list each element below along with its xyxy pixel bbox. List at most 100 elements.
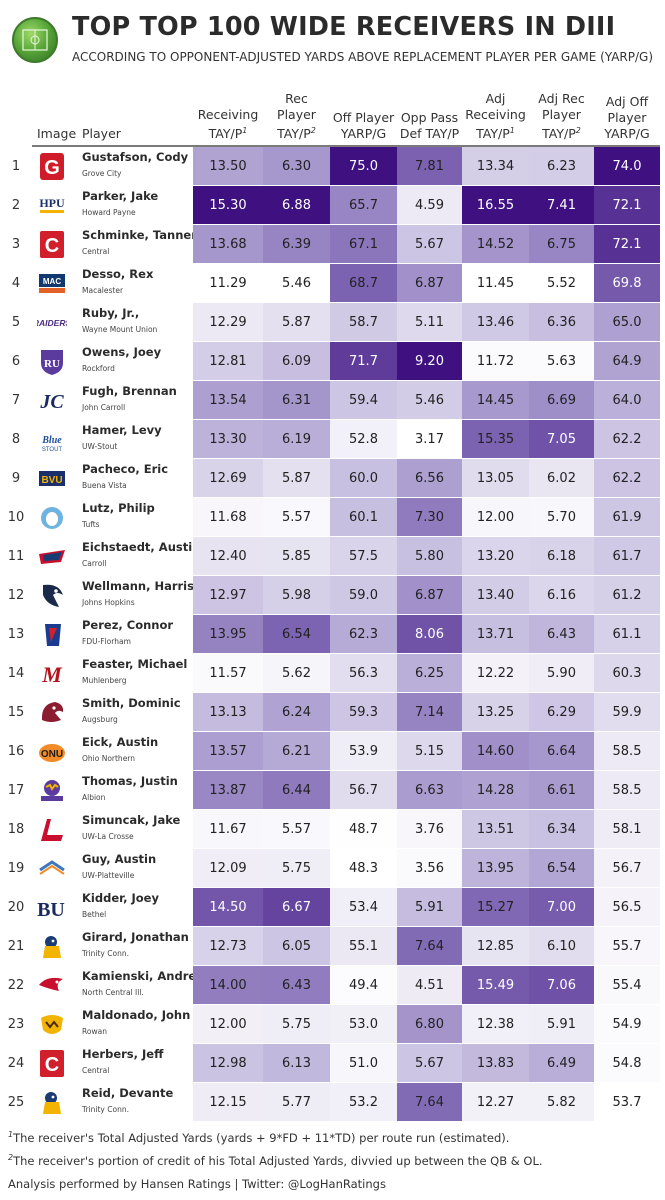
svg-text:RU: RU xyxy=(44,358,60,370)
stat-cell: 49.4 xyxy=(330,966,397,1005)
stat-cell: 53.7 xyxy=(594,1083,660,1122)
stat-cell: 58.5 xyxy=(594,771,660,810)
stat-cell: 12.73 xyxy=(193,927,263,966)
stat-cell: 12.40 xyxy=(193,537,263,576)
stat-cell: 56.5 xyxy=(594,888,660,927)
rank-cell: 22 xyxy=(7,978,25,993)
svg-text:BVU: BVU xyxy=(41,475,62,486)
stat-cell: 6.24 xyxy=(263,693,330,732)
stat-cell: 12.81 xyxy=(193,342,263,381)
augsburg-logo xyxy=(37,698,67,727)
stat-cell: 56.7 xyxy=(330,771,397,810)
stat-cell: 13.68 xyxy=(193,225,263,264)
school-name: Grove City xyxy=(82,169,122,178)
table-row: 24 C Herbers, Jeff Central 12.98 6.13 51.0 5.67… xyxy=(0,1044,665,1083)
stat-cell: 57.5 xyxy=(330,537,397,576)
stat-cell: 6.25 xyxy=(397,654,462,693)
footnote-1-mark: 1 xyxy=(8,1130,14,1139)
school-name: Johns Hopkins xyxy=(82,598,135,607)
table-row: 22 Kamienski, Andrew North Central Ill. 14.… xyxy=(0,966,665,1005)
stat-cell: 52.8 xyxy=(330,420,397,459)
stat-cell: 13.46 xyxy=(462,303,529,342)
player-name: Kidder, Joey xyxy=(82,891,159,905)
stat-cell: 60.3 xyxy=(594,654,660,693)
stat-cell: 65.7 xyxy=(330,186,397,225)
stat-cell: 12.98 xyxy=(193,1044,263,1083)
stat-cell: 48.7 xyxy=(330,810,397,849)
stat-cell: 54.9 xyxy=(594,1005,660,1044)
stat-cell: 6.30 xyxy=(263,147,330,186)
muhlenberg-logo: M xyxy=(37,659,67,688)
stat-cell: 55.4 xyxy=(594,966,660,1005)
fdu-florham-logo xyxy=(37,620,67,649)
stat-cell: 4.51 xyxy=(397,966,462,1005)
player-name: Hamer, Levy xyxy=(82,423,162,437)
stat-cell: 6.87 xyxy=(397,576,462,615)
stat-cell: 5.46 xyxy=(263,264,330,303)
school-name: Trinity Conn. xyxy=(82,1105,129,1114)
stat-cell: 5.85 xyxy=(263,537,330,576)
stat-cell: 6.02 xyxy=(529,459,594,498)
stat-cell: 48.3 xyxy=(330,849,397,888)
stat-cell: 61.9 xyxy=(594,498,660,537)
stat-cell: 6.44 xyxy=(263,771,330,810)
stat-cell: 5.46 xyxy=(397,381,462,420)
stat-cell: 5.63 xyxy=(529,342,594,381)
stat-cell: 14.28 xyxy=(462,771,529,810)
stat-cell: 7.05 xyxy=(529,420,594,459)
rank-cell: 4 xyxy=(11,276,21,291)
school-name: UW-Stout xyxy=(82,442,118,451)
column-header-player: Player xyxy=(82,126,121,141)
trinity-conn-logo xyxy=(37,932,67,961)
stat-cell: 12.38 xyxy=(462,1005,529,1044)
table-row: 3 C Schminke, Tanner Central 13.68 6.39 67.1 5.… xyxy=(0,225,665,264)
stat-cell: 69.8 xyxy=(594,264,660,303)
stat-cell: 5.75 xyxy=(263,849,330,888)
howard-payne-logo: HPU xyxy=(37,191,67,220)
stat-cell: 5.87 xyxy=(263,303,330,342)
rank-cell: 3 xyxy=(11,237,21,252)
stat-cell: 13.25 xyxy=(462,693,529,732)
stat-cell: 5.11 xyxy=(397,303,462,342)
table-row: 12 Wellmann, Harrison Johns Hopkins 12.97 5.… xyxy=(0,576,665,615)
stat-cell: 59.3 xyxy=(330,693,397,732)
table-row: 19 Guy, Austin UW-Platteville 12.09 5.75 48.3… xyxy=(0,849,665,888)
school-name: Macalester xyxy=(82,286,124,295)
stat-cell: 7.81 xyxy=(397,147,462,186)
stat-cell: 68.7 xyxy=(330,264,397,303)
table-row: 17 Thomas, Justin Albion 13.87 6.44 56.7 6.63 1… xyxy=(0,771,665,810)
stat-cell: 6.61 xyxy=(529,771,594,810)
stat-cell: 7.41 xyxy=(529,186,594,225)
hansen-ratings-logo xyxy=(12,17,58,63)
stat-cell: 5.57 xyxy=(263,498,330,537)
stat-cell: 13.20 xyxy=(462,537,529,576)
rowan-logo xyxy=(37,1010,67,1039)
stat-cell: 6.56 xyxy=(397,459,462,498)
school-name: Central xyxy=(82,247,110,256)
stat-cell: 6.63 xyxy=(397,771,462,810)
stat-cell: 7.00 xyxy=(529,888,594,927)
column-header-6: Adj Rec Player TAY/P2 xyxy=(538,90,585,141)
stat-cell: 5.15 xyxy=(397,732,462,771)
stat-cell: 53.4 xyxy=(330,888,397,927)
svg-text:HPU: HPU xyxy=(39,196,65,210)
player-name: Desso, Rex xyxy=(82,267,154,281)
column-header-5: Adj Receiving TAY/P1 xyxy=(465,90,526,141)
rank-cell: 11 xyxy=(7,549,25,564)
school-name: Albion xyxy=(82,793,106,802)
stat-cell: 14.52 xyxy=(462,225,529,264)
stat-cell: 59.0 xyxy=(330,576,397,615)
table-row: 1 G Gustafson, Cody Grove City 13.50 6.30 75.0… xyxy=(0,147,665,186)
stat-cell: 62.2 xyxy=(594,459,660,498)
footnote-2-text: The receiver's portion of credit of his … xyxy=(13,1153,543,1168)
rank-cell: 10 xyxy=(7,510,25,525)
rank-cell: 5 xyxy=(11,315,21,330)
table-row: 8 Blue STOUT Hamer, Levy UW-Stout 13.30 6.19 52… xyxy=(0,420,665,459)
stat-cell: 12.27 xyxy=(462,1083,529,1122)
player-name: Maldonado, John xyxy=(82,1008,191,1022)
player-name: Eick, Austin xyxy=(82,735,159,749)
stat-cell: 5.67 xyxy=(397,1044,462,1083)
rank-cell: 20 xyxy=(7,900,25,915)
stat-cell: 8.06 xyxy=(397,615,462,654)
stat-cell: 64.9 xyxy=(594,342,660,381)
